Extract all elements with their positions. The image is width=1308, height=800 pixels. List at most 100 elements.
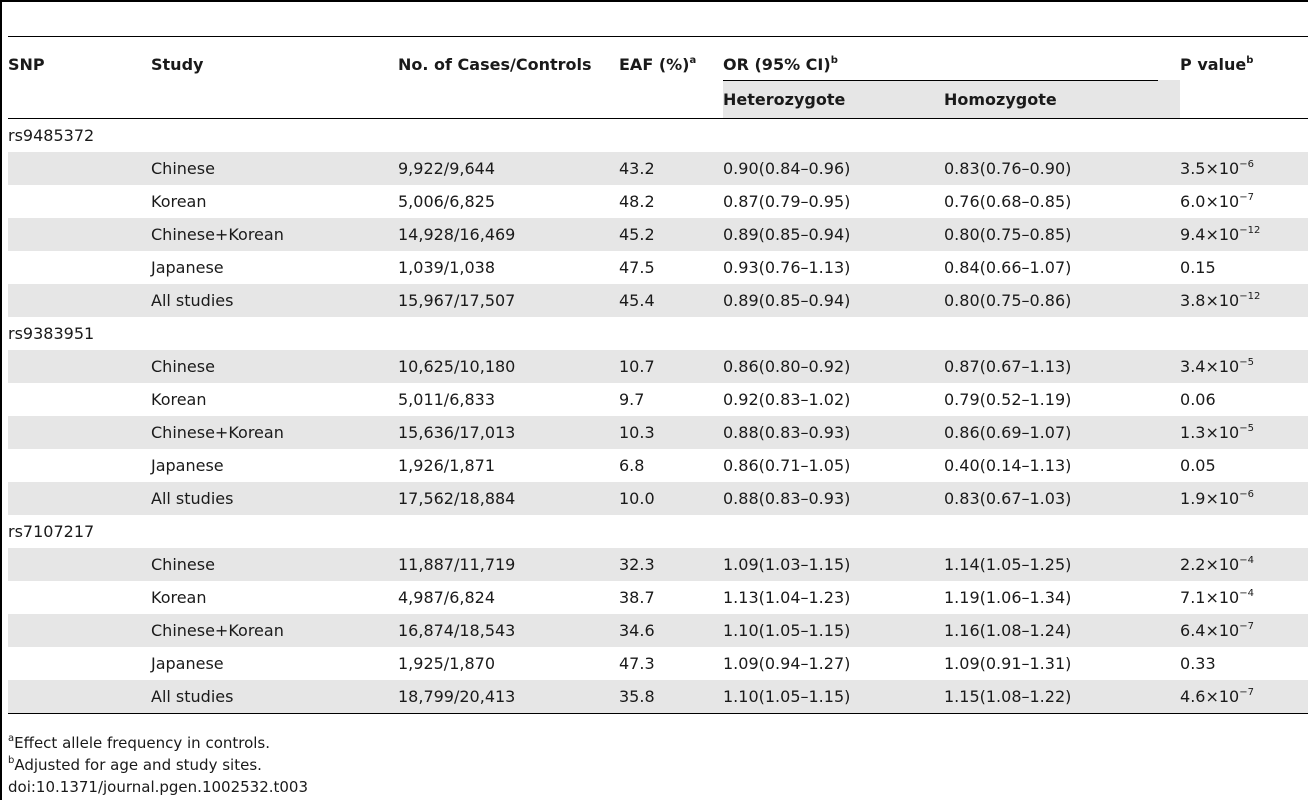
empty-cell <box>8 251 151 284</box>
eaf-cell: 43.2 <box>619 152 723 185</box>
study-cell: Japanese <box>151 258 224 277</box>
eaf-cell: 45.4 <box>619 284 723 317</box>
header-study: Study <box>151 55 204 74</box>
pvalue-exponent: −4 <box>1239 555 1254 566</box>
hom-or-cell: 0.87(0.67–1.13) <box>944 350 1181 383</box>
pvalue-cell: 4.6×10−7 <box>1180 680 1308 714</box>
table-row: Chinese 11,887/11,719 32.3 1.09(1.03–1.15) 1… <box>8 548 1308 581</box>
cases-controls-cell: 1,925/1,870 <box>398 654 495 673</box>
eaf-cell: 10.7 <box>619 350 723 383</box>
study-cell: Japanese <box>151 456 224 475</box>
pvalue-cell: 3.5×10−6 <box>1180 152 1308 185</box>
het-or-cell: 0.92(0.83–1.02) <box>723 390 851 409</box>
pvalue-base: 6.0×10 <box>1180 192 1240 211</box>
het-or-cell: 1.09(0.94–1.27) <box>723 654 851 673</box>
hom-or-cell: 0.83(0.67–1.03) <box>944 482 1181 515</box>
doi-line: doi:10.1371/journal.pgen.1002532.t003 <box>8 778 309 796</box>
empty-cell <box>8 581 151 614</box>
eaf-cell: 38.7 <box>619 588 655 607</box>
table-row: Japanese 1,926/1,871 6.8 0.86(0.71–1.05) 0.4… <box>8 449 1308 482</box>
pvalue-base: 2.2×10 <box>1180 555 1240 574</box>
pvalue-exponent: −7 <box>1239 621 1254 632</box>
pvalue-cell: 2.2×10−4 <box>1180 548 1308 581</box>
cases-controls-cell: 10,625/10,180 <box>398 350 619 383</box>
pvalue-base: 0.33 <box>1180 654 1216 673</box>
table-row: Japanese 1,039/1,038 47.5 0.93(0.76–1.13) 0.… <box>8 251 1308 284</box>
hom-or-cell: 0.80(0.75–0.85) <box>944 218 1181 251</box>
eaf-cell: 47.5 <box>619 258 655 277</box>
pvalue-cell: 9.4×10−12 <box>1180 218 1308 251</box>
study-cell: All studies <box>151 482 398 515</box>
cases-controls-cell: 16,874/18,543 <box>398 614 619 647</box>
het-or-cell: 1.09(1.03–1.15) <box>723 548 944 581</box>
footnote-mark: a <box>689 55 697 66</box>
het-or-cell: 0.88(0.83–0.93) <box>723 482 944 515</box>
table-row: Chinese 10,625/10,180 10.7 0.86(0.80–0.92) 0… <box>8 350 1308 383</box>
het-or-cell: 0.89(0.85–0.94) <box>723 284 944 317</box>
pvalue-cell: 0.15 <box>1180 251 1308 284</box>
empty-cell <box>8 284 151 317</box>
pvalue-base: 1.9×10 <box>1180 489 1240 508</box>
table-row: All studies 15,967/17,507 45.4 0.89(0.85–0.… <box>8 284 1308 317</box>
footnote-mark: a <box>8 733 15 744</box>
eaf-cell: 35.8 <box>619 680 723 714</box>
results-table: SNP Study No. of Cases/Controls EAF (%)a… <box>8 48 1308 714</box>
pvalue-base: 3.4×10 <box>1180 357 1240 376</box>
eaf-cell: 10.0 <box>619 482 723 515</box>
cases-controls-cell: 11,887/11,719 <box>398 548 619 581</box>
pvalue-exponent: −6 <box>1239 159 1254 170</box>
table-row: Chinese+Korean 16,874/18,543 34.6 1.10(1.05… <box>8 614 1308 647</box>
pvalue-exponent: −4 <box>1239 588 1254 599</box>
table-body: rs9485372 Chinese 9,922/9,644 43.2 0.90(0.84… <box>8 119 1308 714</box>
cases-controls-cell: 18,799/20,413 <box>398 680 619 714</box>
pvalue-exponent: −6 <box>1239 489 1254 500</box>
top-rule <box>0 0 1308 2</box>
study-cell: All studies <box>151 680 398 714</box>
study-cell: Chinese <box>151 152 398 185</box>
study-cell: All studies <box>151 284 398 317</box>
snp-label: rs9383951 <box>8 324 95 343</box>
eaf-cell: 47.3 <box>619 654 655 673</box>
pvalue-base: 9.4×10 <box>1180 225 1240 244</box>
footnote-a: aEffect allele frequency in controls. <box>8 733 271 753</box>
het-or-cell: 0.88(0.83–0.93) <box>723 416 944 449</box>
footnotes: aEffect allele frequency in controls. bA… <box>8 732 308 798</box>
header-heterozygote: Heterozygote <box>723 80 944 119</box>
empty-cell <box>8 680 151 714</box>
snp-row: rs9485372 <box>8 119 1308 153</box>
cases-controls-cell: 15,636/17,013 <box>398 416 619 449</box>
hom-or-cell: 1.09(0.91–1.31) <box>944 654 1072 673</box>
header-or: OR (95% CI)b <box>723 48 1180 81</box>
pvalue-exponent: −7 <box>1239 687 1254 698</box>
pvalue-base: 1.3×10 <box>1180 423 1240 442</box>
pvalue-cell: 1.9×10−6 <box>1180 482 1308 515</box>
hom-or-cell: 1.16(1.08–1.24) <box>944 614 1181 647</box>
study-cell: Chinese+Korean <box>151 614 398 647</box>
hom-or-cell: 1.15(1.08–1.22) <box>944 680 1181 714</box>
study-cell: Chinese+Korean <box>151 218 398 251</box>
table-row: Chinese+Korean 15,636/17,013 10.3 0.88(0.83… <box>8 416 1308 449</box>
header-row: SNP Study No. of Cases/Controls EAF (%)a… <box>8 48 1308 81</box>
pvalue-base: 6.4×10 <box>1180 621 1240 640</box>
hom-or-cell: 0.84(0.66–1.07) <box>944 258 1072 277</box>
eaf-cell: 48.2 <box>619 192 655 211</box>
study-cell: Chinese <box>151 350 398 383</box>
pvalue-exponent: −5 <box>1239 423 1254 434</box>
empty-cell <box>8 614 151 647</box>
empty-cell <box>8 218 151 251</box>
snp-label: rs7107217 <box>8 522 95 541</box>
pvalue-base: 4.6×10 <box>1180 687 1240 706</box>
cases-controls-cell: 14,928/16,469 <box>398 218 619 251</box>
het-or-cell: 0.93(0.76–1.13) <box>723 258 851 277</box>
study-cell: Chinese <box>151 548 398 581</box>
pvalue-cell: 0.33 <box>1180 647 1308 680</box>
hom-or-cell: 0.79(0.52–1.19) <box>944 390 1072 409</box>
pvalue-cell: 6.0×10−7 <box>1180 185 1308 218</box>
pvalue-base: 3.5×10 <box>1180 159 1240 178</box>
table-row: Chinese+Korean 14,928/16,469 45.2 0.89(0.85… <box>8 218 1308 251</box>
cases-controls-cell: 9,922/9,644 <box>398 152 619 185</box>
het-or-cell: 1.13(1.04–1.23) <box>723 588 851 607</box>
pvalue-cell: 3.4×10−5 <box>1180 350 1308 383</box>
cases-controls-cell: 5,006/6,825 <box>398 192 495 211</box>
